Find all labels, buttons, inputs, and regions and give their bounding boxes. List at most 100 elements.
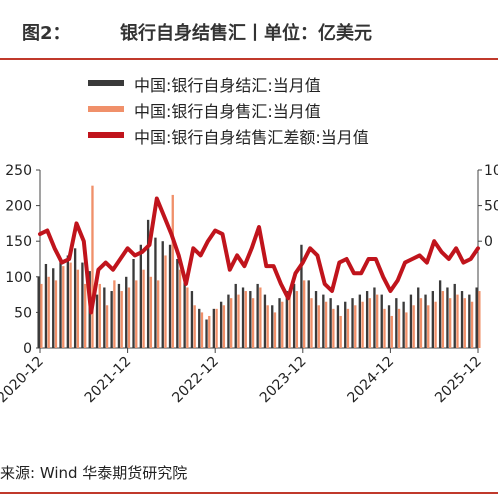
bar-buy: [417, 287, 420, 348]
left-axis-tick-label: 150: [5, 234, 32, 250]
chart-title: 银行自身结售汇丨单位：亿美元: [120, 23, 372, 44]
bar-sell: [346, 308, 350, 348]
bar-sell: [295, 291, 299, 348]
bar-buy: [146, 219, 150, 348]
bar-buy: [431, 291, 434, 348]
bar-buy: [234, 283, 237, 348]
bar-buy: [438, 280, 442, 348]
bar-buy: [402, 301, 405, 348]
bar-buy: [176, 259, 179, 348]
bar-sell: [98, 283, 101, 348]
bar-sell: [266, 305, 269, 348]
right-axis-tick-label: 0: [484, 234, 493, 250]
x-axis-tick-label: 2024-12: [345, 354, 398, 407]
bar-sell: [186, 287, 189, 348]
bar-buy: [212, 308, 215, 348]
bar-sell: [427, 305, 430, 348]
bar-buy: [271, 305, 274, 348]
bar-buy: [395, 298, 398, 348]
bar-sell: [449, 298, 452, 348]
left-axis-tick-label: 100: [5, 270, 32, 286]
bar-sell: [419, 298, 423, 348]
bar-sell: [339, 315, 342, 348]
bar-buy: [446, 287, 449, 348]
bar-buy: [73, 248, 77, 348]
bar-buy: [132, 259, 135, 348]
bar-sell: [47, 276, 50, 348]
bar-sell: [54, 280, 58, 348]
bar-sell: [463, 298, 466, 348]
bar-buy: [154, 237, 157, 348]
legend-label-balance: 中国:银行自身结售汇差额:当月值: [134, 128, 369, 147]
bar-sell: [470, 301, 474, 348]
bar-sell: [120, 291, 123, 348]
bar-sell: [361, 301, 364, 348]
bar-sell: [456, 294, 459, 348]
bar-buy: [380, 294, 383, 348]
bar-sell: [105, 305, 109, 348]
bar-sell: [434, 301, 437, 348]
bar-sell: [84, 283, 87, 348]
bar-sell: [208, 315, 211, 348]
bar-buy: [81, 262, 84, 348]
bar-sell: [324, 301, 328, 348]
bar-sell: [157, 280, 160, 348]
left-axis-tick-label: 50: [14, 305, 32, 321]
bar-sell: [317, 305, 320, 348]
x-axis-tick-label: 2020-12: [0, 354, 47, 407]
bar-buy: [110, 291, 113, 348]
bar-buy: [336, 305, 340, 348]
left-axis-tick-label: 0: [23, 341, 32, 357]
bar-buy: [161, 241, 164, 348]
bar-buy: [322, 294, 325, 348]
bar-sell: [354, 305, 357, 348]
bar-sell: [441, 291, 445, 348]
bar-buy: [314, 291, 318, 348]
bar-sell: [135, 280, 138, 348]
bar-sell: [383, 308, 386, 348]
right-axis-tick-label: 100: [484, 163, 498, 179]
bar-buy: [219, 301, 223, 348]
bar-buy: [329, 298, 332, 348]
bar-buy: [387, 305, 391, 348]
bar-buy: [409, 294, 413, 348]
bar-sell: [251, 298, 255, 348]
bar-sell: [164, 255, 167, 348]
bar-sell: [412, 305, 415, 348]
bar-sell: [76, 269, 80, 348]
bar-sell: [193, 305, 196, 348]
bar-sell: [259, 287, 262, 348]
bar-sell: [142, 269, 145, 348]
bar-buy: [307, 280, 310, 348]
source-note: 来源: Wind 华泰期货研究院: [0, 464, 188, 482]
bar-buy: [424, 294, 427, 348]
bar-sell: [478, 291, 481, 348]
figure-label: 图2：: [22, 23, 71, 44]
bar-buy: [365, 291, 369, 348]
bar-buy: [285, 291, 288, 348]
bar-sell: [310, 298, 313, 348]
bar-sell: [332, 308, 335, 348]
bar-buy: [256, 283, 259, 348]
balance-line: [38, 196, 480, 315]
bar-sell: [281, 301, 284, 348]
bar-buy: [351, 298, 354, 348]
bar-sell: [127, 287, 131, 348]
bar-sell: [303, 280, 306, 348]
left-axis-tick-label: 250: [5, 163, 32, 179]
bar-buy: [44, 263, 48, 348]
bar-sell: [222, 305, 226, 348]
bar-sell: [244, 291, 247, 348]
bar-buy: [241, 287, 245, 348]
title-divider: [0, 58, 498, 60]
bottom-divider: [0, 492, 498, 494]
bar-sell: [171, 194, 174, 348]
bar-buy: [103, 287, 106, 348]
bar-sell: [200, 312, 204, 348]
bar-buy: [475, 287, 478, 348]
bar-buy: [190, 291, 194, 348]
bar-buy: [198, 308, 201, 348]
bar-buy: [125, 276, 128, 348]
bar-buy: [117, 283, 121, 348]
